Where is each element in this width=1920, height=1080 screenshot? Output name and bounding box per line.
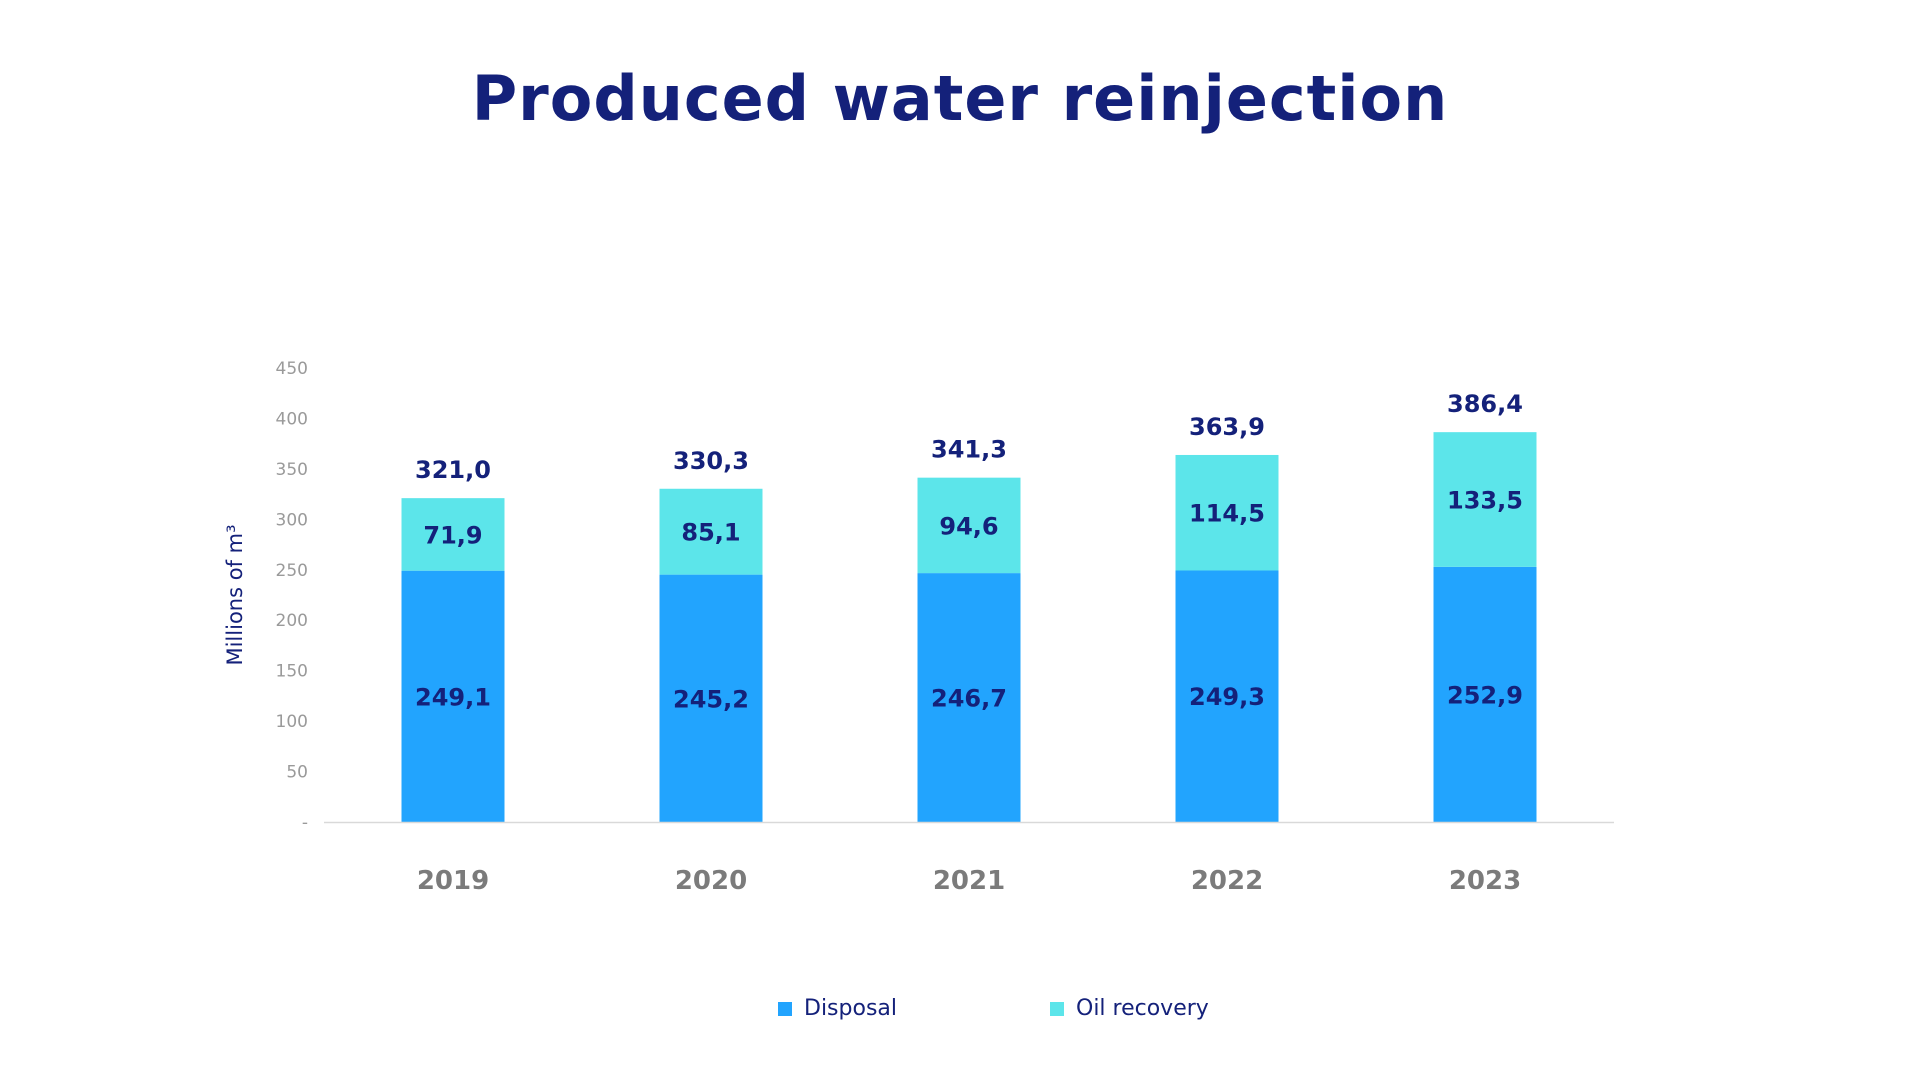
chart-title: Produced water reinjection bbox=[471, 62, 1449, 135]
legend-swatch-disposal bbox=[778, 1001, 792, 1016]
x-tick-label: 2019 bbox=[417, 866, 489, 896]
bar-disposal bbox=[917, 573, 1021, 822]
data-label-oil-recovery: 94,6 bbox=[939, 512, 998, 540]
legend-item-disposal: Disposal bbox=[778, 996, 897, 1021]
y-tick-label: 350 bbox=[276, 460, 308, 480]
data-label-oil-recovery: 85,1 bbox=[681, 519, 740, 547]
y-tick-label: 200 bbox=[276, 611, 308, 631]
legend-swatch-oil-recovery bbox=[1050, 1001, 1064, 1016]
bar-oil-recovery bbox=[1175, 454, 1279, 571]
bar-oil-recovery bbox=[917, 477, 1021, 574]
bar-disposal bbox=[1433, 566, 1537, 822]
data-label-oil-recovery: 71,9 bbox=[423, 521, 482, 549]
data-label-oil-recovery: 133,5 bbox=[1447, 487, 1523, 515]
x-axis: 2019 2020 2021 2022 2023 bbox=[417, 866, 1521, 896]
total-label: 386,4 bbox=[1447, 390, 1523, 418]
x-tick-label: 2020 bbox=[675, 866, 747, 896]
y-tick-label: 300 bbox=[276, 510, 308, 530]
data-label-disposal: 249,3 bbox=[1189, 683, 1265, 711]
total-label: 321,0 bbox=[415, 456, 491, 484]
total-label: 363,9 bbox=[1189, 413, 1265, 441]
data-label-oil-recovery: 114,5 bbox=[1189, 500, 1265, 528]
x-tick-label: 2023 bbox=[1449, 866, 1521, 896]
legend-label-oil-recovery: Oil recovery bbox=[1076, 996, 1209, 1021]
bar-disposal bbox=[659, 574, 763, 822]
bar-disposal bbox=[1175, 570, 1279, 822]
y-tick-label: - bbox=[302, 813, 308, 833]
legend-label-disposal: Disposal bbox=[804, 996, 897, 1021]
data-label-disposal: 252,9 bbox=[1447, 681, 1523, 709]
data-label-disposal: 245,2 bbox=[673, 685, 749, 713]
y-axis: - 50 100 150 200 250 300 350 400 450 bbox=[276, 359, 308, 833]
bar-oil-recovery bbox=[401, 498, 505, 571]
x-tick-label: 2021 bbox=[933, 866, 1005, 896]
y-tick-label: 450 bbox=[276, 359, 308, 379]
bar-oil-recovery bbox=[1433, 432, 1537, 567]
total-label: 341,3 bbox=[931, 436, 1007, 464]
data-label-disposal: 249,1 bbox=[415, 683, 491, 711]
bars: 249,1 71,9 321,0 245,2 85,1 330,3 246,7 94,6 341… bbox=[401, 390, 1537, 822]
y-tick-label: 150 bbox=[276, 662, 308, 682]
y-axis-label: Millions of m³ bbox=[223, 524, 247, 665]
total-label: 330,3 bbox=[673, 447, 749, 475]
y-tick-label: 50 bbox=[286, 763, 308, 783]
y-tick-label: 400 bbox=[276, 409, 308, 429]
y-tick-label: 100 bbox=[276, 712, 308, 732]
data-label-disposal: 246,7 bbox=[931, 685, 1007, 713]
y-tick-label: 250 bbox=[276, 561, 308, 581]
legend-item-oil-recovery: Oil recovery bbox=[1050, 996, 1209, 1021]
bar-disposal bbox=[401, 570, 505, 822]
x-tick-label: 2022 bbox=[1191, 866, 1263, 896]
bar-oil-recovery bbox=[659, 488, 763, 575]
